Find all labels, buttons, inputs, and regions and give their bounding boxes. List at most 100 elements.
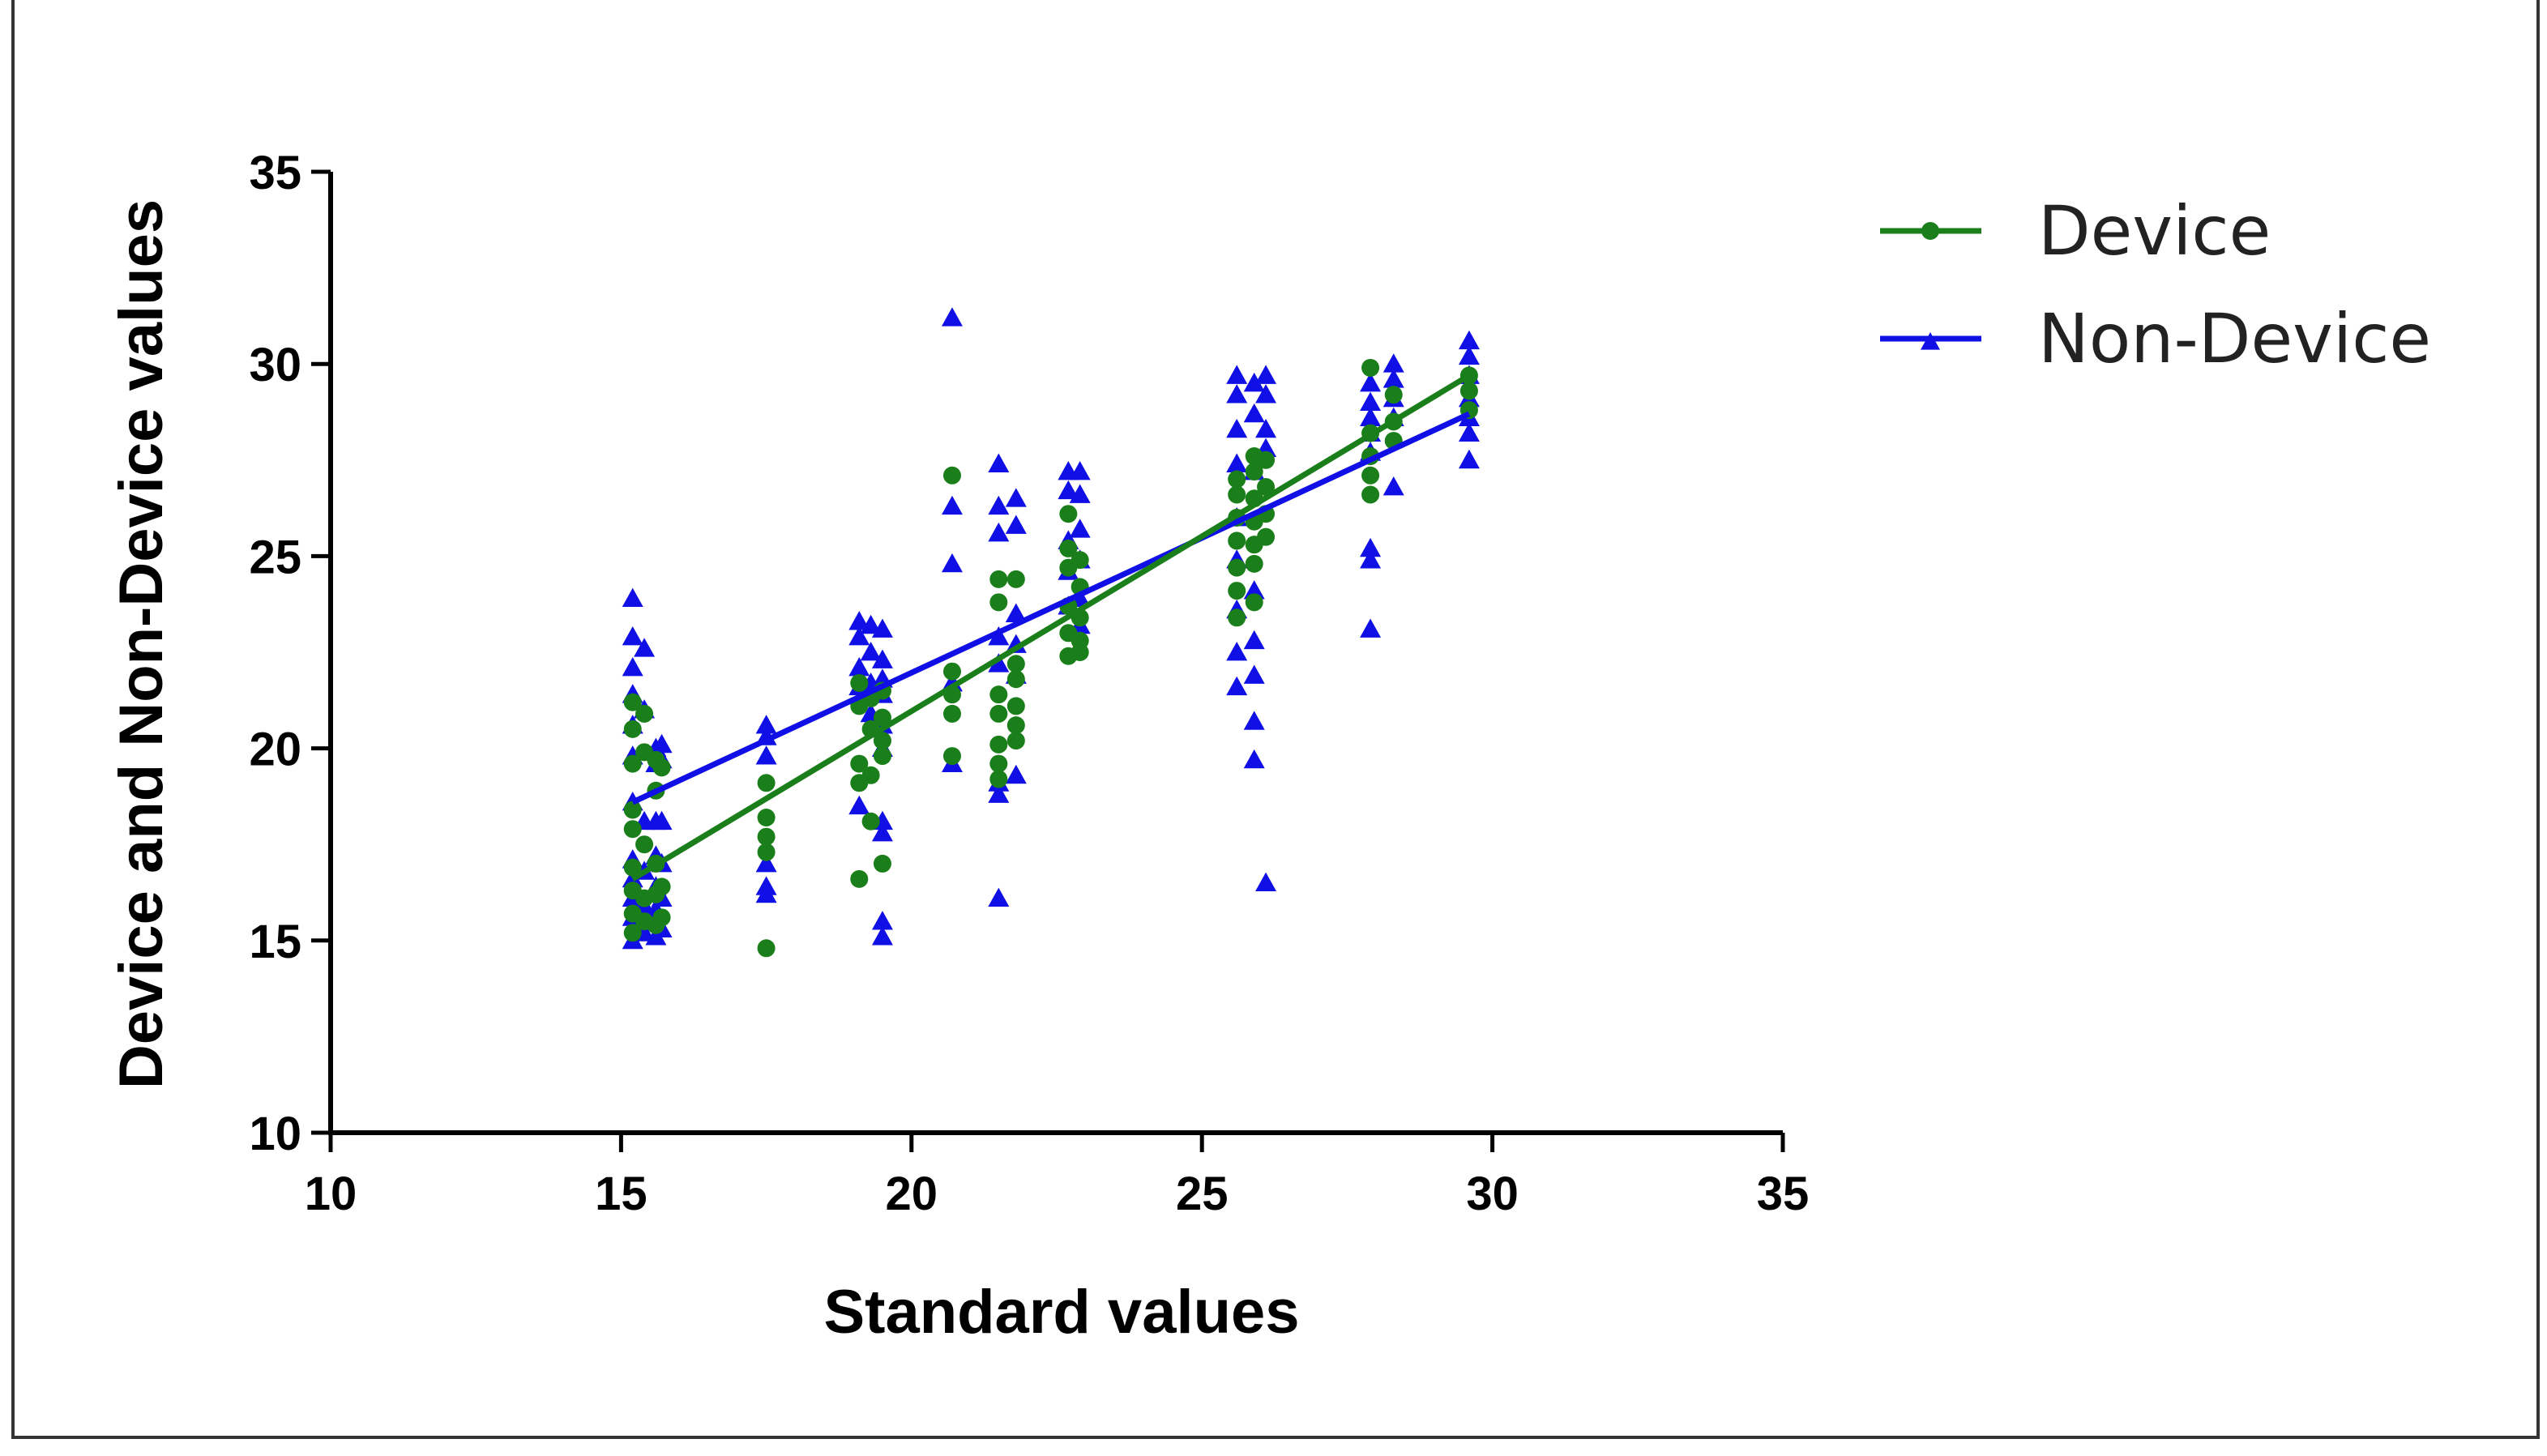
data-point-device (1059, 539, 1078, 557)
data-point-device (635, 704, 654, 723)
data-point-non-device (848, 626, 870, 646)
data-point-non-device (848, 656, 870, 677)
data-point-device (942, 466, 961, 485)
fit-line-device (630, 373, 1471, 882)
data-point-non-device (871, 822, 893, 842)
data-point-non-device (871, 911, 893, 930)
data-point-non-device (988, 453, 1010, 472)
data-point-non-device (871, 649, 893, 668)
data-point-device (850, 754, 869, 773)
data-point-non-device (988, 495, 1010, 515)
data-point-non-device (1243, 580, 1265, 600)
data-point-device (1257, 527, 1276, 546)
data-point-non-device (1069, 484, 1091, 503)
data-point-device (1228, 608, 1246, 627)
data-point-device (1006, 697, 1025, 715)
data-point-non-device (848, 795, 870, 815)
data-point-device (623, 719, 642, 738)
data-point-non-device (1382, 353, 1404, 373)
data-point-device (1384, 386, 1403, 404)
legend-marker-non-device (1921, 332, 1940, 350)
data-point-non-device (941, 553, 963, 573)
data-point-non-device (1360, 407, 1382, 427)
data-point-device (652, 758, 671, 777)
y-tick-label: 15 (249, 916, 301, 968)
data-point-non-device (651, 733, 673, 754)
data-point-device (1361, 466, 1380, 485)
data-point-non-device (1243, 372, 1265, 392)
data-point-device (1459, 382, 1478, 400)
data-point-device (1228, 558, 1246, 577)
y-tick-label: 35 (249, 147, 301, 199)
plot-area (622, 307, 1480, 958)
axes (328, 172, 1783, 1135)
data-point-device (989, 704, 1008, 723)
data-point-device (1245, 554, 1263, 573)
data-point-non-device (1360, 618, 1382, 638)
data-point-non-device (1255, 418, 1277, 438)
data-point-non-device (755, 852, 777, 873)
data-point-non-device (651, 810, 673, 830)
data-point-non-device (1255, 365, 1277, 384)
y-axis-title: Device and Non-Device values (107, 199, 176, 1089)
data-point-non-device (941, 495, 963, 515)
data-point-device (1228, 582, 1246, 600)
data-point-non-device (1005, 603, 1027, 622)
legend-marker-device (1921, 222, 1939, 240)
legend-entry-non-device: Non-Device (1880, 299, 2431, 378)
x-tick-label: 15 (595, 1168, 647, 1220)
data-point-non-device (988, 887, 1010, 907)
x-tick-label: 35 (1757, 1168, 1810, 1220)
data-point-device (1071, 643, 1089, 661)
legend-label-device: Device (2038, 191, 2271, 271)
x-tick-label: 20 (886, 1168, 938, 1220)
data-point-non-device (1005, 764, 1027, 784)
data-point-non-device (634, 638, 656, 657)
data-point-non-device (755, 745, 777, 765)
data-point-device (1006, 570, 1025, 588)
data-point-non-device (1226, 384, 1248, 403)
data-point-non-device (988, 626, 1010, 646)
data-point-non-device (1243, 749, 1265, 769)
data-point-non-device (622, 626, 643, 646)
data-point-device (850, 673, 869, 692)
data-point-non-device (1255, 384, 1277, 403)
data-point-device (942, 704, 961, 723)
data-point-non-device (1382, 369, 1404, 388)
chart-frame (11, 0, 2540, 1439)
data-point-non-device (860, 614, 882, 634)
data-point-non-device (988, 653, 1010, 672)
data-point-device (873, 747, 891, 766)
data-point-non-device (1069, 519, 1091, 538)
data-point-non-device (1360, 549, 1382, 569)
x-axis-ticks: 10 15 20 25 30 35 (305, 1133, 1810, 1220)
data-point-device (1245, 463, 1263, 481)
data-point-device (623, 801, 642, 819)
data-point-device (652, 877, 671, 896)
y-tick-label: 25 (249, 531, 301, 583)
data-point-device (1228, 485, 1246, 504)
data-point-device (635, 835, 654, 854)
data-point-device (623, 820, 642, 839)
data-point-device (989, 570, 1008, 588)
data-point-non-device (1243, 664, 1265, 684)
data-point-device (989, 735, 1008, 754)
data-point-device (757, 808, 776, 826)
data-point-device (757, 774, 776, 792)
data-point-non-device (941, 307, 963, 327)
data-point-non-device (1360, 372, 1382, 392)
data-point-non-device (1458, 422, 1480, 442)
fit-line-non-device (631, 411, 1471, 805)
data-point-non-device (848, 611, 870, 630)
data-point-device (652, 908, 671, 927)
data-point-device (623, 693, 642, 711)
data-point-non-device (988, 784, 1010, 803)
data-point-non-device (1243, 630, 1265, 650)
data-point-device (1006, 670, 1025, 689)
x-tick-label: 30 (1466, 1168, 1519, 1220)
data-point-device (1245, 593, 1263, 612)
y-tick-label: 30 (249, 339, 301, 391)
data-point-non-device (1226, 418, 1248, 438)
y-axis-ticks: 10 15 20 25 30 35 (249, 147, 331, 1160)
data-point-non-device (871, 926, 893, 946)
